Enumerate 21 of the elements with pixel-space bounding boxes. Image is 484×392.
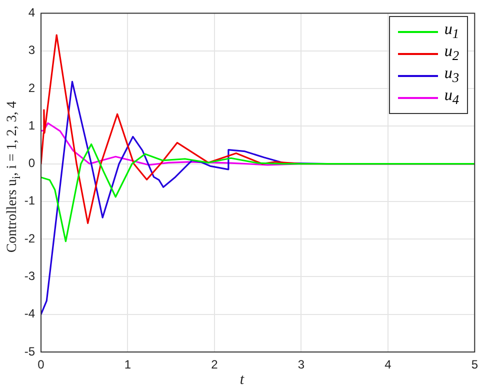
y-tick-label: 4 (28, 6, 36, 20)
y-tick-label: -5 (24, 344, 36, 358)
y-tick-label: -4 (24, 306, 36, 321)
x-tick-label: 1 (124, 358, 132, 372)
y-tick-label: 1 (28, 118, 36, 132)
y-tick-label: 0 (28, 156, 36, 170)
y-tick-label: -2 (24, 231, 36, 246)
legend-label: u$_{4}$ (444, 87, 459, 109)
x-tick-label: 5 (471, 358, 478, 372)
y-tick-label: 2 (28, 80, 36, 95)
legend-label: u$_{1}$ (444, 21, 459, 43)
y-tick-label: -3 (24, 269, 36, 284)
legend-label: u$_{2}$ (444, 43, 459, 65)
y-tick-label: 3 (28, 43, 36, 58)
x-tick-label: 3 (298, 358, 305, 372)
x-tick-label: 4 (384, 358, 392, 372)
x-tick-label: 2 (211, 358, 218, 372)
x-tick-label: 0 (38, 358, 45, 372)
x-axis-title: t (238, 372, 246, 389)
y-tick-label: -1 (24, 194, 36, 208)
legend-label: u$_{3}$ (444, 65, 459, 87)
